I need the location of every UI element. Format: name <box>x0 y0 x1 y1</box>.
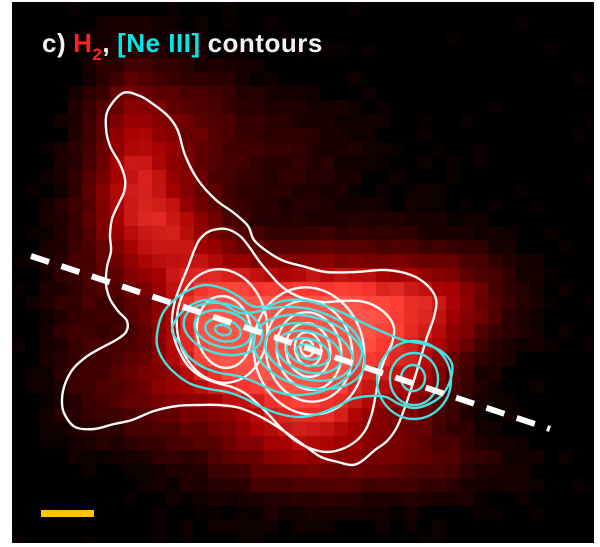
h2-label: H2 <box>73 28 103 65</box>
h2-subscript: 2 <box>92 45 103 65</box>
comma: , <box>102 28 111 58</box>
figure-panel <box>12 2 594 543</box>
h2-emission-heatmap <box>12 2 594 543</box>
panel-title: c) H2, [Ne III] contours <box>42 28 323 65</box>
panel-letter: c) <box>42 28 67 58</box>
contours-label: contours <box>207 28 323 58</box>
scale-bar <box>41 510 94 517</box>
neiii-label: [Ne III] <box>117 28 201 58</box>
